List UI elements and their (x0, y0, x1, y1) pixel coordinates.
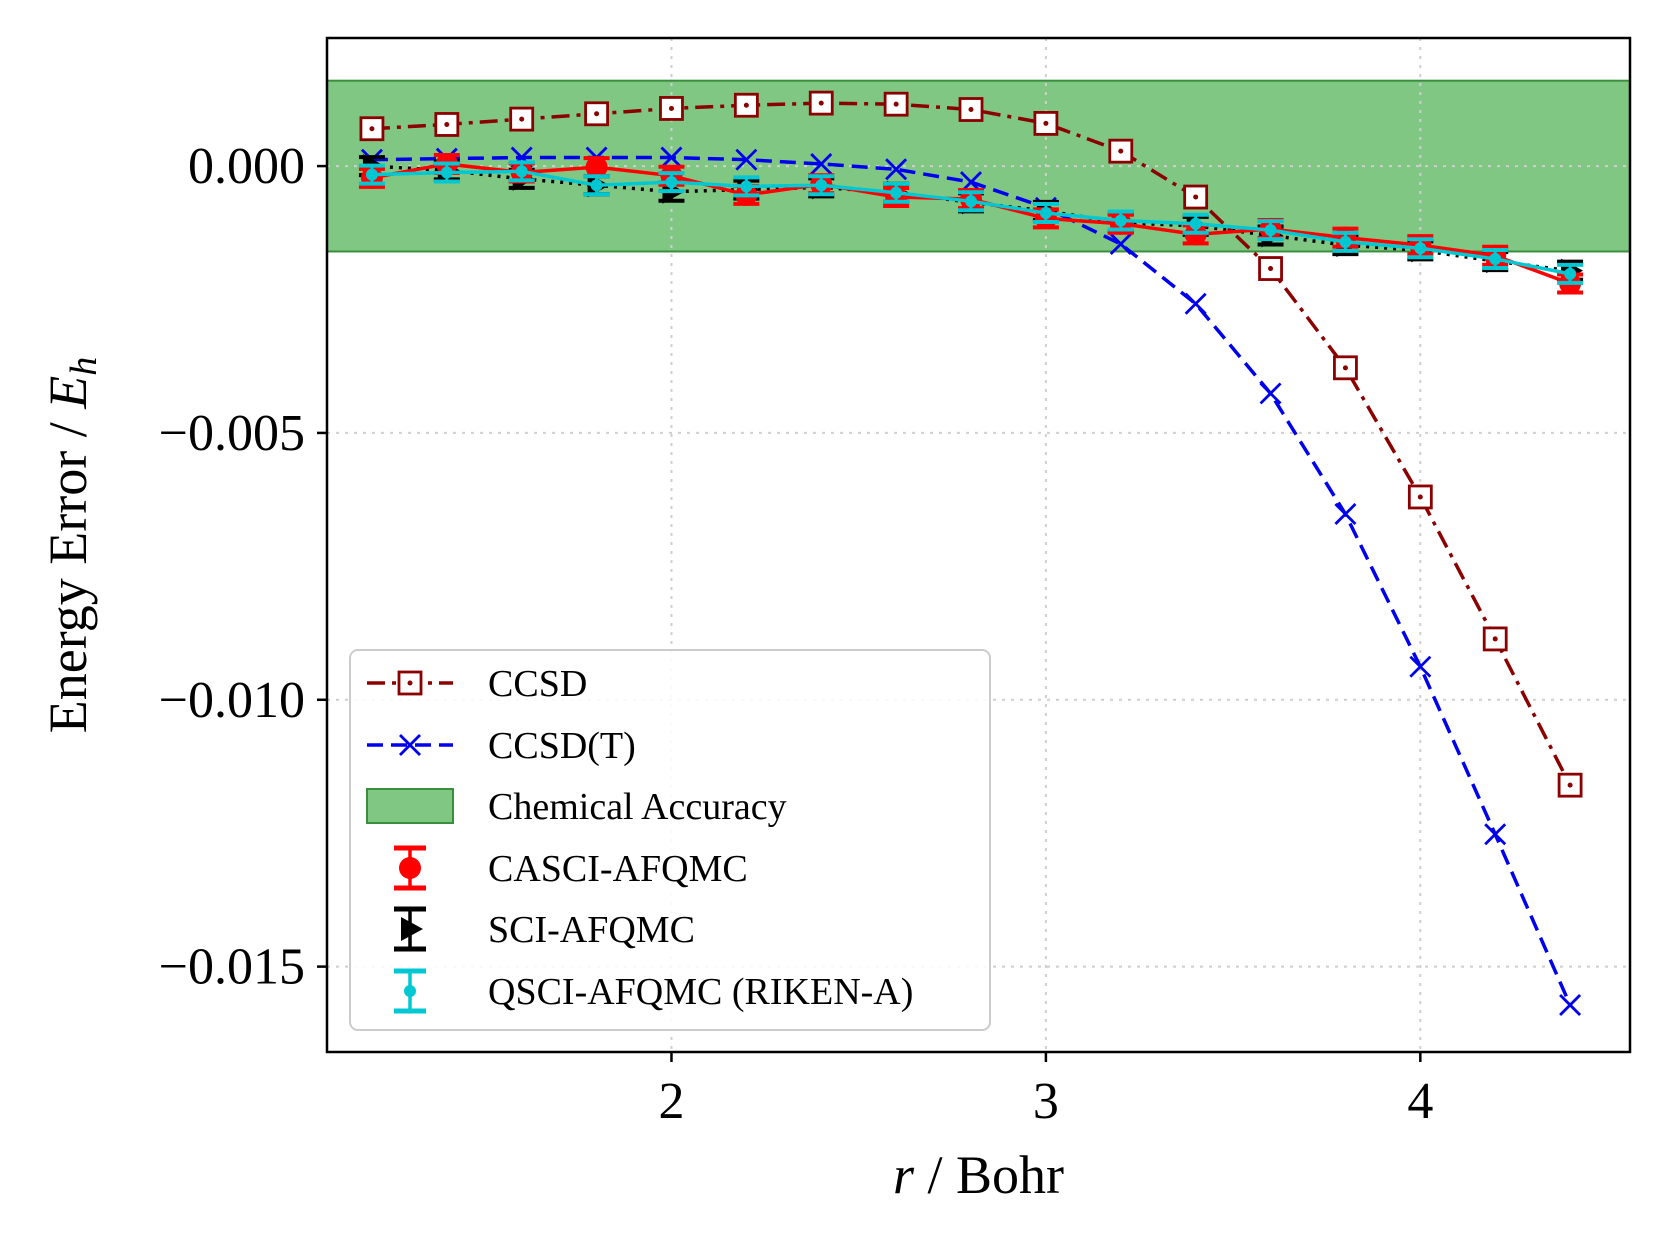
data-point-ccsd-center (743, 102, 749, 108)
legend-handle-marker (404, 985, 416, 997)
data-point-qsci-afqmc-riken-a (515, 165, 528, 178)
axis-ticks: 2 3 4 0.000 −0.005 −0.010 −0.015 (159, 138, 1434, 1130)
legend-item-ccsd-t: CCSD(T) (367, 725, 636, 767)
data-point-ccsd-center (668, 105, 674, 111)
legend-item-chemical-accuracy: Chemical Accuracy (366, 786, 787, 828)
x-tick-label: 4 (1407, 1073, 1433, 1130)
y-tick-label: −0.015 (159, 939, 305, 996)
legend-label-casci-afqmc: CASCI-AFQMC (488, 848, 748, 890)
x-axis-label: r / Bohr (893, 1145, 1064, 1205)
data-point-ccsd-center (444, 121, 450, 127)
series-layer (358, 90, 1584, 1017)
legend-label-qsci-afqmc-riken-a: QSCI-AFQMC (RIKEN-A) (488, 971, 913, 1013)
data-point-ccsd-center (1492, 636, 1498, 642)
data-point-qsci-afqmc-riken-a (1489, 252, 1502, 265)
legend-label-ccsd: CCSD (488, 663, 587, 705)
legend-handle-marker-stroke-b (399, 734, 421, 756)
x-tick-label: 3 (1033, 1073, 1059, 1130)
data-point-ccsd-t (1409, 655, 1432, 678)
legend-box (349, 649, 991, 1031)
legend-label-sci-afqmc: SCI-AFQMC (488, 909, 695, 951)
data-point-ccsd-t-stroke-b (1184, 292, 1207, 315)
data-point-ccsd-t-stroke-b (1334, 503, 1357, 526)
legend-item-sci-afqmc: SCI-AFQMC (394, 906, 695, 952)
legend-item-ccsd: CCSD (367, 663, 587, 705)
data-point-ccsd-t-stroke-b (810, 152, 833, 175)
data-point-ccsd-t (810, 152, 833, 175)
data-point-ccsd-center (893, 101, 899, 107)
data-point-ccsd-center (1268, 266, 1274, 272)
data-point-ccsd-t-stroke-b (735, 148, 758, 171)
data-point-qsci-afqmc-riken-a (365, 168, 378, 181)
series-line-sci-afqmc (371, 164, 1571, 273)
data-point-ccsd-t (1109, 233, 1132, 255)
data-point-ccsd-t-stroke-b (1259, 382, 1282, 405)
x-tick-label: 2 (658, 1073, 684, 1130)
legend-handle-marker (401, 917, 423, 941)
y-axis-label: Energy Error / Eh (38, 357, 105, 733)
legend-label-ccsd-t: CCSD(T) (488, 725, 636, 767)
data-point-qsci-afqmc-riken-a (1414, 242, 1427, 255)
data-point-qsci-afqmc-riken-a (590, 179, 603, 192)
legend-handle-marker (399, 734, 421, 756)
data-point-ccsd-t (1484, 823, 1507, 846)
data-point-qsci-afqmc-riken-a (815, 179, 828, 192)
data-point-ccsd-center (369, 126, 375, 132)
legend-item-casci-afqmc: CASCI-AFQMC (394, 845, 748, 891)
data-point-qsci-afqmc-riken-a (665, 176, 678, 189)
data-point-qsci-afqmc-riken-a (1114, 214, 1127, 227)
data-point-ccsd-t (735, 148, 758, 171)
legend-label-chemical-accuracy: Chemical Accuracy (488, 786, 787, 828)
data-point-ccsd-center (968, 107, 974, 113)
data-point-qsci-afqmc-riken-a (440, 166, 453, 179)
data-point-ccsd-center (1417, 494, 1423, 500)
legend: CCSD CCSD(T) Chemical Accuracy CASCI-AFQMC S… (349, 649, 991, 1031)
data-point-ccsd-t-stroke-b (1484, 823, 1507, 846)
series-line-ccsd (371, 101, 1572, 786)
data-point-ccsd-center (1043, 120, 1049, 126)
data-point-qsci-afqmc-riken-a (1564, 267, 1577, 280)
series-qsci-afqmc-riken-a (358, 160, 1584, 285)
data-point-ccsd-t (1334, 503, 1357, 526)
data-point-ccsd-t-stroke-b (660, 146, 683, 169)
legend-handle-marker (399, 857, 421, 879)
data-point-qsci-afqmc-riken-a (890, 186, 903, 199)
legend-handle-band (366, 788, 454, 824)
y-tick-label: −0.005 (159, 405, 305, 462)
data-point-ccsd-t-stroke-b (1409, 655, 1432, 678)
data-point-ccsd-t-stroke-b (1559, 994, 1582, 1017)
data-point-qsci-afqmc-riken-a (740, 180, 753, 193)
data-point-ccsd-t-stroke-b (885, 158, 908, 181)
data-point-qsci-afqmc-riken-a (965, 195, 978, 208)
plot-frame (325, 36, 1632, 1054)
data-point-ccsd-center (1118, 148, 1124, 154)
y-tick-label: 0.000 (188, 138, 305, 195)
legend-handle-marker-center (407, 680, 413, 686)
series-ccsd (359, 90, 1583, 798)
data-point-ccsd-center (519, 116, 525, 122)
data-point-ccsd-center (1567, 782, 1573, 788)
data-point-ccsd-t (1184, 292, 1207, 315)
data-point-qsci-afqmc-riken-a (1339, 235, 1352, 248)
data-point-ccsd-center (594, 111, 600, 117)
data-point-ccsd-t (1259, 382, 1282, 405)
legend-item-qsci-afqmc-riken-a: QSCI-AFQMC (RIKEN-A) (394, 968, 913, 1014)
data-point-ccsd-center (1193, 194, 1199, 200)
data-point-ccsd-t (885, 158, 908, 181)
y-tick-label: −0.010 (159, 672, 305, 729)
data-point-ccsd-t (660, 146, 683, 169)
data-point-ccsd-t-stroke-b (1109, 233, 1132, 255)
data-point-qsci-afqmc-riken-a (1039, 207, 1052, 220)
data-point-ccsd-center (818, 100, 824, 106)
data-point-qsci-afqmc-riken-a (1189, 217, 1202, 230)
data-point-qsci-afqmc-riken-a (1264, 224, 1277, 237)
data-point-ccsd-t (1559, 994, 1582, 1017)
data-point-ccsd-center (1342, 365, 1348, 371)
data-point-casci-afqmc (585, 156, 608, 179)
